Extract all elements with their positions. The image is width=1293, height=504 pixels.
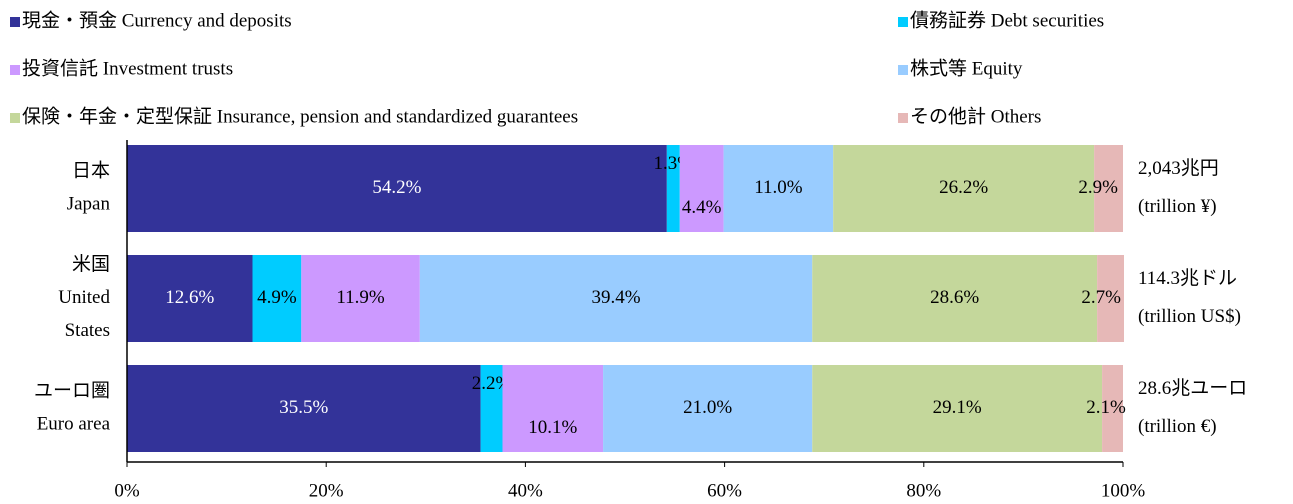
bar-segment xyxy=(1097,255,1124,342)
category-label: United xyxy=(58,287,110,308)
value-label: 10.1% xyxy=(528,417,577,438)
bar-segment xyxy=(252,255,302,342)
bar-segment xyxy=(679,145,724,232)
bar-segment xyxy=(127,255,253,342)
bar-segment xyxy=(603,365,813,452)
legend-swatch xyxy=(10,65,20,75)
value-label: 4.9% xyxy=(257,287,297,308)
legend-swatch xyxy=(10,113,20,123)
value-label: 2.1% xyxy=(1086,397,1126,418)
legend-swatch xyxy=(898,65,908,75)
annotation: 114.3兆ドル xyxy=(1138,267,1237,289)
bar-segment xyxy=(833,145,1095,232)
x-tick-label: 80% xyxy=(906,480,941,501)
legend-swatch xyxy=(898,17,908,27)
bar-segment xyxy=(419,255,813,342)
bar-segment xyxy=(1094,145,1123,232)
category-label: 米国 xyxy=(72,253,110,275)
category-label: Euro area xyxy=(37,413,111,434)
category-label: Japan xyxy=(67,193,111,214)
value-label: 4.4% xyxy=(682,197,722,218)
value-label: 21.0% xyxy=(683,397,732,418)
value-label: 26.2% xyxy=(939,177,988,198)
bar-segment xyxy=(480,365,503,452)
value-label: 12.6% xyxy=(165,287,214,308)
value-label: 39.4% xyxy=(591,287,640,308)
x-tick-label: 0% xyxy=(114,480,140,501)
value-label: 29.1% xyxy=(933,397,982,418)
legend-label: 債務証券 Debt securities xyxy=(910,9,1104,31)
bar-segment xyxy=(812,365,1103,452)
x-tick-label: 40% xyxy=(508,480,543,501)
bar-segment xyxy=(127,145,667,232)
value-label: 2.2% xyxy=(472,373,512,394)
annotation: 2,043兆円 xyxy=(1138,157,1219,179)
legend-label: 保険・年金・定型保証 Insurance, pension and standa… xyxy=(22,105,578,127)
x-tick-label: 20% xyxy=(309,480,344,501)
bar-segment xyxy=(1102,365,1123,452)
annotation: (trillion ¥) xyxy=(1138,196,1217,217)
annotation: 28.6兆ユーロ xyxy=(1138,377,1247,399)
category-label: ユーロ圏 xyxy=(34,380,110,401)
annotation: (trillion €) xyxy=(1138,416,1217,437)
annotation: (trillion US$) xyxy=(1138,306,1241,327)
x-tick-label: 100% xyxy=(1101,480,1146,501)
category-label: 日本 xyxy=(72,159,110,181)
value-label: 11.9% xyxy=(336,287,385,308)
x-tick-label: 60% xyxy=(707,480,742,501)
value-label: 11.0% xyxy=(754,177,803,198)
value-label: 2.7% xyxy=(1081,287,1121,308)
bar-segment xyxy=(502,365,604,452)
value-label: 28.6% xyxy=(930,287,979,308)
legend-swatch xyxy=(10,17,20,27)
legend-label: 投資信託 Investment trusts xyxy=(22,57,233,79)
legend-swatch xyxy=(898,113,908,123)
bar-segment xyxy=(127,365,481,452)
value-label: 35.5% xyxy=(279,397,328,418)
legend-label: 現金・預金 Currency and deposits xyxy=(22,9,292,31)
bar-segment xyxy=(812,255,1098,342)
value-label: 2.9% xyxy=(1078,177,1118,198)
legend-label: その他計 Others xyxy=(910,105,1041,127)
legend-label: 株式等 Equity xyxy=(910,57,1023,79)
bar-segment xyxy=(301,255,420,342)
value-label: 54.2% xyxy=(372,177,421,198)
category-label: States xyxy=(65,320,110,341)
bar-segment xyxy=(666,145,680,232)
bar-segment xyxy=(723,145,834,232)
